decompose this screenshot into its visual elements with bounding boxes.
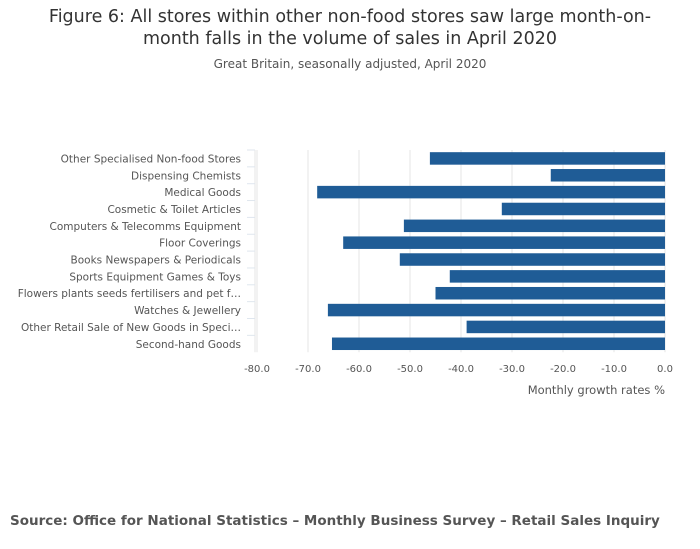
chart-subtitle: Great Britain, seasonally adjusted, Apri… (213, 57, 487, 71)
category-label: Second-hand Goods (136, 339, 241, 351)
x-tick-label: -30.0 (499, 364, 525, 375)
category-label: Cosmetic & Toilet Articles (107, 204, 241, 216)
category-label: Other Retail Sale of New Goods in Speci… (21, 322, 241, 334)
bar (429, 152, 665, 165)
bar (343, 236, 665, 249)
x-axis-label: Monthly growth rates % (528, 383, 665, 397)
bar (466, 320, 665, 334)
bar (550, 169, 665, 182)
x-tick-label: -10.0 (601, 364, 627, 375)
category-label: Sports Equipment Games & Toys (69, 271, 241, 283)
bar (317, 185, 665, 199)
category-label: Other Specialised Non-food Stores (61, 153, 241, 165)
x-tick-label: -40.0 (448, 364, 474, 375)
category-label: Watches & Jewellery (134, 305, 241, 317)
x-tick-label: -20.0 (550, 364, 576, 375)
bar (327, 303, 665, 317)
bar (449, 270, 665, 283)
category-label: Computers & Telecomms Equipment (50, 221, 241, 233)
x-tick-label: -60.0 (346, 364, 372, 375)
x-tick-label: 0.0 (657, 364, 673, 375)
bar (435, 286, 665, 300)
category-label: Flowers plants seeds fertilisers and pet… (18, 288, 241, 300)
chart-title-line: Figure 6: All stores within other non-fo… (48, 7, 652, 27)
bar (399, 253, 665, 266)
chart-title: Figure 6: All stores within other non-fo… (40, 6, 660, 50)
x-tick-label: -70.0 (295, 364, 321, 375)
source-note: Source: Office for National Statistics –… (10, 513, 660, 529)
x-tick-label: -80.0 (244, 364, 270, 375)
chart-title-line: month falls in the volume of sales in Ap… (142, 29, 558, 49)
category-label: Floor Coverings (159, 238, 241, 250)
category-label: Dispensing Chemists (131, 170, 241, 182)
bar (403, 219, 665, 233)
category-label: Books Newspapers & Periodicals (71, 255, 241, 267)
category-label: Medical Goods (164, 187, 241, 199)
x-tick-label: -50.0 (397, 364, 423, 375)
bar (501, 202, 665, 216)
bar (331, 337, 665, 351)
